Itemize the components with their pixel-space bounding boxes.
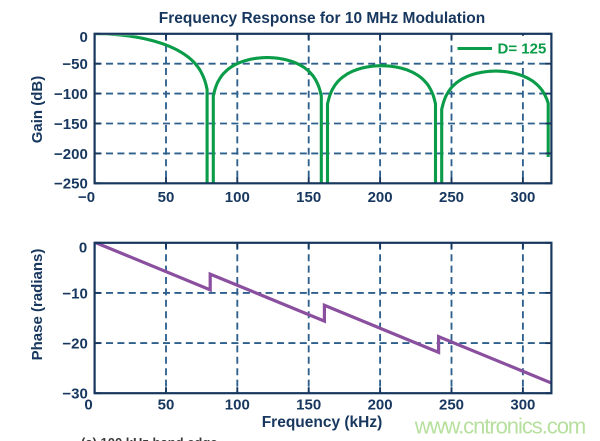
svg-text:250: 250 [439,189,464,206]
svg-text:200: 200 [368,397,393,414]
svg-text:(a) 100 kHz band edge: (a) 100 kHz band edge [81,435,218,441]
svg-text:150: 150 [296,397,321,414]
svg-text:−50: −50 [62,56,87,73]
svg-text:Frequency Response for 10 MHz: Frequency Response for 10 MHz Modulation [159,10,485,27]
svg-text:Phase (radians): Phase (radians) [29,249,46,361]
svg-text:−20: −20 [62,336,87,353]
svg-text:0: 0 [84,397,92,414]
svg-text:200: 200 [368,189,393,206]
svg-text:250: 250 [439,397,464,414]
svg-text:−150: −150 [54,116,88,133]
svg-text:−10: −10 [62,285,87,302]
svg-text:−200: −200 [54,146,88,163]
svg-text:−250: −250 [54,176,88,193]
svg-text:−0: −0 [78,189,95,206]
svg-text:D= 125: D= 125 [498,41,547,58]
svg-text:−30: −30 [62,386,87,403]
svg-text:Gain (dB): Gain (dB) [29,76,46,144]
svg-text:Frequency (kHz): Frequency (kHz) [262,414,383,431]
svg-text:0: 0 [79,29,87,46]
svg-text:−100: −100 [54,86,88,103]
svg-text:50: 50 [158,397,175,414]
svg-text:300: 300 [510,189,535,206]
svg-text:100: 100 [225,189,250,206]
svg-text:300: 300 [510,397,535,414]
svg-text:www.cntronics.com: www.cntronics.com [414,414,585,439]
svg-text:50: 50 [158,189,175,206]
svg-text:0: 0 [79,240,87,257]
svg-text:100: 100 [225,397,250,414]
svg-text:150: 150 [296,189,321,206]
